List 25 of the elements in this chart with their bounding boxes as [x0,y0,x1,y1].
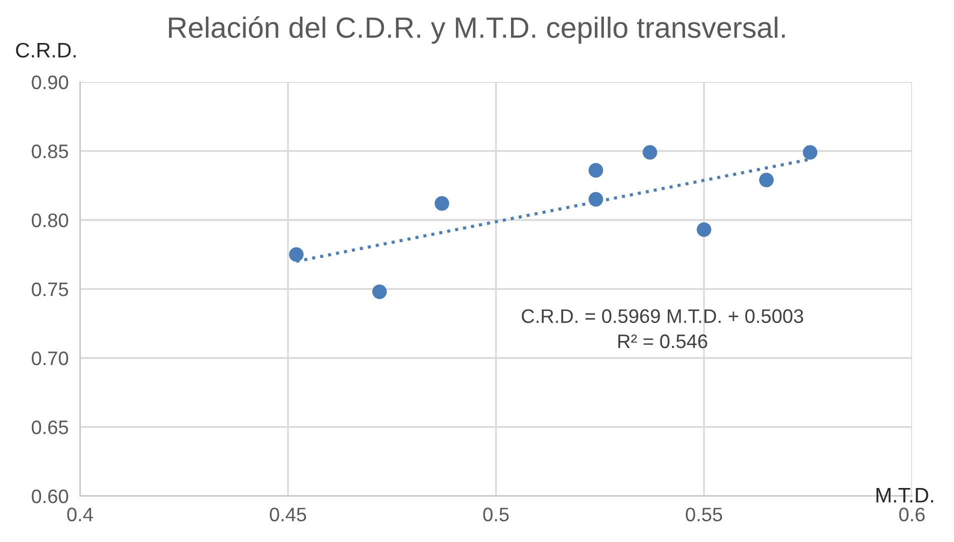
point [434,196,450,211]
y-axis-title: C.R.D. [16,42,76,58]
x-tick-label: 0.6 [899,508,925,522]
y-tick-label: 0.65 [32,420,68,434]
chart-title: Relación del C.D.R. y M.T.D. cepillo transversal. [169,16,785,44]
point [642,145,658,160]
x-tick-label: 0.5 [483,508,509,522]
point [802,145,818,160]
y-tick-label: 0.80 [32,213,68,228]
point [588,192,604,207]
y-tick-label: 0.60 [32,489,68,504]
y-tick-label: 0.85 [32,144,68,158]
x-tick-label: 0.45 [270,508,306,522]
y-tick-label: 0.70 [32,351,68,366]
x-tick-label: 0.4 [67,508,93,522]
x-axis-title: M.T.D. [876,488,934,502]
y-tick-label: 0.75 [32,282,68,296]
point [372,284,387,300]
x-tick-label: 0.55 [686,508,722,522]
y-tick-label: 0.90 [32,75,68,90]
point [759,172,774,188]
annotation: C.R.D. = 0.5969 M.T.D. + 0.5003 R² = 0.546 [522,309,804,348]
point [588,163,604,178]
point [696,222,712,237]
point [289,247,304,262]
